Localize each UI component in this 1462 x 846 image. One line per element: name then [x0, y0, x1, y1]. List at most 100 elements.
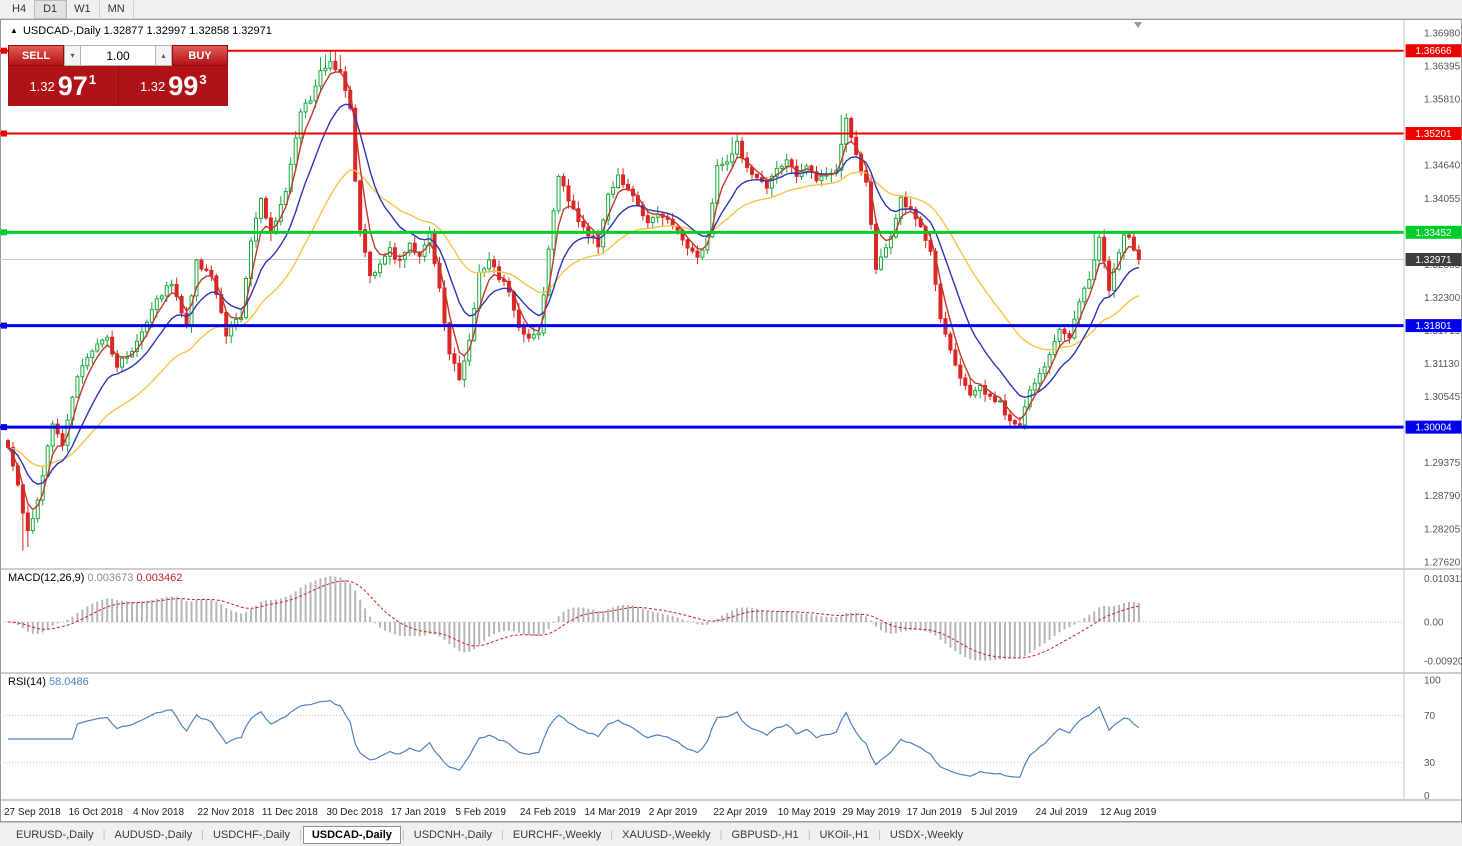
chart-tab-xauusd-weekly[interactable]: XAUUSD-,Weekly: [622, 828, 711, 841]
chart-tab-eurusd-daily[interactable]: EURUSD-,Daily: [16, 828, 94, 841]
svg-text:24 Jul 2019: 24 Jul 2019: [1036, 807, 1088, 818]
chart-tab-bar: EURUSD-,Daily | AUDUSD-,Daily | USDCHF-,Dail…: [0, 822, 1462, 846]
svg-text:1.32300: 1.32300: [1424, 293, 1461, 304]
sell-price-prefix: 1.32: [29, 78, 55, 94]
svg-text:16 Oct 2018: 16 Oct 2018: [68, 807, 123, 818]
svg-text:1.32971: 1.32971: [1415, 255, 1452, 266]
svg-text:11 Dec 2018: 11 Dec 2018: [262, 807, 318, 818]
svg-text:0.010311: 0.010311: [1424, 574, 1462, 585]
price-chart-canvas[interactable]: 1.369801.363951.358101.352251.346401.340…: [0, 19, 1462, 822]
svg-text:17 Jun 2019: 17 Jun 2019: [907, 807, 962, 818]
tab-separator: |: [501, 828, 504, 841]
svg-text:70: 70: [1424, 711, 1436, 722]
chart-tab-usdx-weekly[interactable]: USDX-,Weekly: [889, 828, 964, 841]
svg-text:22 Apr 2019: 22 Apr 2019: [713, 807, 767, 818]
sell-price-sup: 1: [88, 71, 97, 87]
buy-price-big: 99: [168, 70, 199, 101]
timeframe-mn-button[interactable]: MN: [100, 0, 134, 18]
svg-text:100: 100: [1424, 676, 1441, 687]
volume-increase-button[interactable]: ▴: [155, 45, 172, 66]
svg-text:1.34055: 1.34055: [1424, 194, 1461, 205]
svg-text:1.35201: 1.35201: [1415, 129, 1452, 140]
svg-text:1.35810: 1.35810: [1424, 95, 1461, 106]
volume-decrease-button[interactable]: ▾: [64, 45, 81, 66]
svg-text:1.31801: 1.31801: [1415, 321, 1452, 332]
svg-text:1.29375: 1.29375: [1424, 458, 1461, 469]
scroll-marker-icon: [1134, 22, 1142, 28]
timeframe-toolbar: H4 D1 W1 MN: [0, 0, 1462, 19]
horizontal-levels: [0, 47, 1404, 431]
svg-text:0.00: 0.00: [1424, 618, 1444, 629]
tab-separator: |: [401, 828, 405, 841]
chart-title: ▲ USDCAD-,Daily 1.32877 1.32997 1.32858 …: [10, 25, 272, 37]
svg-text:1.33452: 1.33452: [1415, 228, 1452, 239]
svg-text:22 Nov 2018: 22 Nov 2018: [197, 807, 254, 818]
rsi-panel-title: RSI(14) 58.0486: [8, 676, 89, 688]
tab-separator: |: [298, 828, 302, 841]
svg-text:12 Aug 2019: 12 Aug 2019: [1100, 807, 1157, 818]
buy-button[interactable]: BUY: [172, 45, 228, 66]
timeframe-d1-button[interactable]: D1: [34, 0, 68, 19]
svg-text:1.36980: 1.36980: [1424, 29, 1461, 40]
panel-separators: [0, 20, 1462, 801]
chart-tab-audusd-daily[interactable]: AUDUSD-,Daily: [114, 828, 193, 841]
svg-text:24 Feb 2019: 24 Feb 2019: [520, 807, 577, 818]
macd-label: MACD(12,26,9): [8, 572, 85, 584]
svg-text:27 Sep 2018: 27 Sep 2018: [4, 807, 61, 818]
tab-separator: |: [102, 828, 106, 841]
sell-price-display[interactable]: 1.32 97 1: [8, 66, 118, 106]
svg-text:-0.00920: -0.00920: [1424, 656, 1462, 667]
svg-text:4 Nov 2018: 4 Nov 2018: [133, 807, 185, 818]
macd-panel: 0.010311 0.00 -0.00920: [0, 574, 1462, 667]
chart-ohlc: 1.32877 1.32997 1.32858 1.32971: [103, 25, 272, 37]
svg-text:1.27620: 1.27620: [1424, 557, 1461, 568]
chevron-down-icon: ▾: [70, 51, 75, 60]
tab-separator: |: [719, 828, 723, 841]
tab-separator: |: [807, 828, 811, 841]
chart-symbol: USDCAD-,Daily: [22, 25, 101, 37]
axis-badges: 1.36666 1.35201 1.33452 1.31801 1.30004 1.329…: [1405, 44, 1462, 434]
buy-price-display[interactable]: 1.32 99 3: [117, 66, 229, 106]
chart-tab-gbpusd-h1[interactable]: GBPUSD-,H1: [731, 828, 799, 841]
chart-tab-usdchf-daily[interactable]: USDCHF-,Daily: [212, 828, 290, 841]
chart-window: 1.369801.363951.358101.352251.346401.340…: [0, 19, 1462, 822]
svg-text:17 Jan 2019: 17 Jan 2019: [391, 807, 446, 818]
svg-text:1.28205: 1.28205: [1424, 524, 1461, 535]
svg-text:10 May 2019: 10 May 2019: [778, 807, 836, 818]
svg-text:1.30004: 1.30004: [1415, 423, 1452, 434]
chart-tab-ukoil-h1[interactable]: UKOil-,H1: [819, 828, 870, 841]
volume-input[interactable]: [81, 45, 155, 66]
svg-text:14 Mar 2019: 14 Mar 2019: [584, 807, 641, 818]
sell-button[interactable]: SELL: [8, 45, 64, 66]
svg-text:5 Feb 2019: 5 Feb 2019: [455, 807, 506, 818]
svg-text:0: 0: [1424, 791, 1430, 802]
macd-main-value: 0.003673: [87, 572, 134, 584]
timeframe-w1-button[interactable]: W1: [66, 0, 100, 18]
tab-separator: |: [610, 828, 614, 841]
svg-text:1.31130: 1.31130: [1424, 359, 1460, 370]
svg-text:30: 30: [1424, 758, 1436, 769]
chart-tab-usdcad-daily[interactable]: USDCAD-,Daily: [302, 825, 401, 844]
tab-separator: |: [878, 828, 881, 841]
date-axis: 27 Sep 2018 16 Oct 2018 4 Nov 2018 22 Nov 2…: [4, 807, 1157, 818]
rsi-label: RSI(14): [8, 676, 46, 688]
price-axis: 1.369801.363951.358101.352251.346401.340…: [1424, 29, 1461, 569]
svg-text:30 Dec 2018: 30 Dec 2018: [326, 807, 383, 818]
svg-text:1.30545: 1.30545: [1424, 392, 1461, 403]
chart-tab-usdcnh-daily[interactable]: USDCNH-,Daily: [413, 828, 492, 841]
chart-tab-eurchf-weekly[interactable]: EURCHF-,Weekly: [512, 828, 602, 841]
sell-price-big: 97: [57, 70, 88, 101]
chevron-up-icon: ▴: [161, 51, 166, 60]
macd-panel-title: MACD(12,26,9) 0.003673 0.003462: [8, 572, 182, 584]
title-arrow-icon: ▲: [10, 26, 18, 35]
svg-text:1.36666: 1.36666: [1415, 46, 1452, 57]
svg-text:5 Jul 2019: 5 Jul 2019: [971, 807, 1018, 818]
svg-text:1.34640: 1.34640: [1424, 161, 1461, 172]
buy-price-sup: 3: [199, 71, 207, 87]
timeframe-h4-button[interactable]: H4: [4, 0, 36, 18]
buy-price-prefix: 1.32: [139, 78, 166, 94]
tab-separator: |: [201, 828, 204, 841]
rsi-value: 58.0486: [48, 676, 89, 688]
one-click-trading-panel: SELL ▾ ▴ BUY 1.32 97 1 1.32 99 3: [8, 45, 228, 106]
rsi-panel: 100 70 30 0: [0, 676, 1441, 802]
